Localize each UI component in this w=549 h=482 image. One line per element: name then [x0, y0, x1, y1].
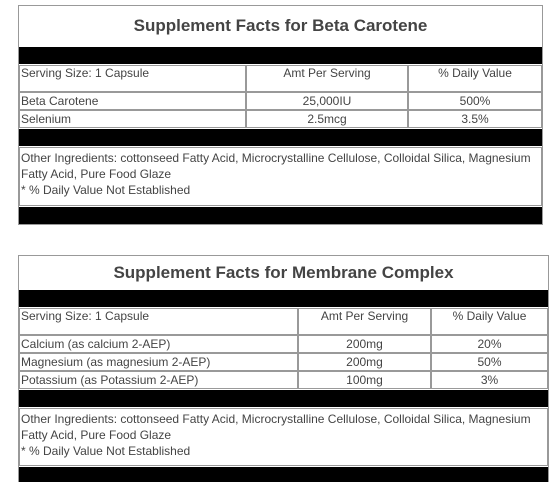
data-row: Magnesium (as magnesium 2-AEP) 200mg 50% [19, 353, 548, 371]
divider-bar [19, 207, 542, 224]
ingredients-text: Other Ingredients: cottonseed Fatty Acid… [21, 412, 531, 442]
ingredients-block: Other Ingredients: cottonseed Fatty Acid… [19, 408, 548, 466]
supplement-table: Supplement Facts for Membrane Complex Ser… [18, 255, 549, 482]
data-cell: Potassium (as Potassium 2-AEP) [19, 371, 298, 389]
data-cell: 500% [408, 92, 542, 110]
data-cell: Selenium [19, 110, 246, 128]
data-row: Beta Carotene 25,000IU 500% [19, 92, 542, 110]
note-text: * % Daily Value Not Established [21, 183, 191, 197]
table-title: Supplement Facts for Beta Carotene [133, 16, 428, 35]
data-cell: 100mg [298, 371, 431, 389]
data-row: Selenium 2.5mcg 3.5% [19, 110, 542, 128]
header-cell: Serving Size: 1 Capsule [19, 65, 246, 92]
header-cell: Amt Per Serving [298, 308, 431, 335]
data-cell: 50% [431, 353, 548, 371]
data-cell: 200mg [298, 335, 431, 353]
divider-bar [19, 390, 548, 407]
table-title: Supplement Facts for Membrane Complex [113, 263, 454, 282]
header-cell: Serving Size: 1 Capsule [19, 308, 298, 335]
supplement-table: Supplement Facts for Beta Carotene Servin… [18, 5, 543, 225]
data-cell: 200mg [298, 353, 431, 371]
header-row: Serving Size: 1 Capsule Amt Per Serving% … [19, 308, 548, 335]
data-cell: 25,000IU [246, 92, 408, 110]
header-cell: % Daily Value [431, 308, 548, 335]
divider-bar [19, 467, 548, 482]
data-cell: Magnesium (as magnesium 2-AEP) [19, 353, 298, 371]
data-row: Potassium (as Potassium 2-AEP) 100mg 3% [19, 371, 548, 389]
header-cell: Amt Per Serving [246, 65, 408, 92]
data-cell: 20% [431, 335, 548, 353]
note-text: * % Daily Value Not Established [21, 444, 191, 458]
header-cell: % Daily Value [408, 65, 542, 92]
data-cell: 2.5mcg [246, 110, 408, 128]
data-cell: 3.5% [408, 110, 542, 128]
divider-bar [19, 290, 548, 307]
data-cell: Calcium (as calcium 2-AEP) [19, 335, 298, 353]
data-cell: Beta Carotene [19, 92, 246, 110]
data-cell: 3% [431, 371, 548, 389]
divider-bar [19, 129, 542, 146]
divider-bar [19, 47, 542, 64]
ingredients-block: Other Ingredients: cottonseed Fatty Acid… [19, 147, 542, 206]
header-row: Serving Size: 1 Capsule Amt Per Serving% … [19, 65, 542, 92]
data-row: Calcium (as calcium 2-AEP) 200mg 20% [19, 335, 548, 353]
ingredients-text: Other Ingredients: cottonseed Fatty Acid… [21, 151, 531, 181]
